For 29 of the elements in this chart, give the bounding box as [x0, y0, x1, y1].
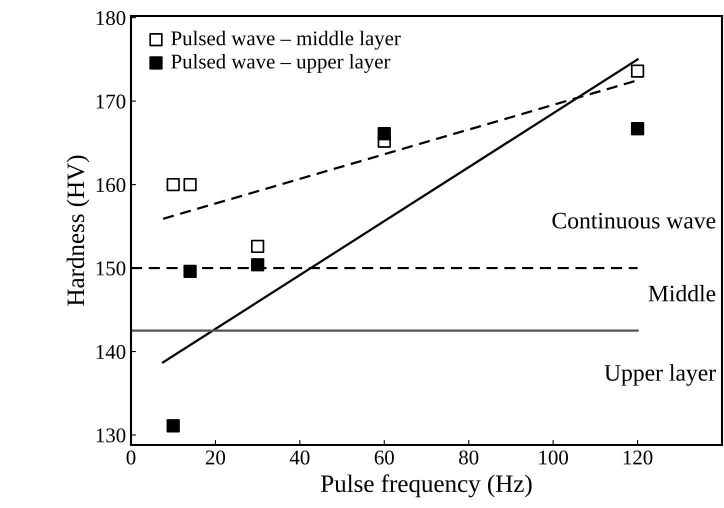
point: [251, 240, 264, 254]
y-tick-label: 130: [96, 428, 126, 442]
x-tick-label: 100: [539, 450, 568, 465]
y-tick-label: 150: [96, 261, 126, 276]
x-tick-label: 120: [624, 450, 652, 465]
y-tick-label: 180: [96, 11, 126, 26]
y-tick-label: 160: [96, 178, 126, 192]
legend-label: Pulsed wave – middle layer: [171, 30, 401, 50]
x-tick-label: 40: [290, 450, 310, 465]
x-tick-label: 60: [374, 450, 394, 465]
point: [251, 258, 264, 272]
point: [630, 64, 644, 78]
y-tick-label: 140: [96, 344, 126, 359]
point: [630, 122, 644, 136]
y-tick-label: 170: [96, 94, 126, 109]
x-tick-label: 80: [459, 450, 478, 465]
annotation: Upper layer: [604, 364, 716, 386]
point: [183, 264, 197, 278]
x-tick-label: 0: [126, 450, 136, 465]
x-axis-title: Pulse frequency (Hz): [321, 474, 532, 498]
point: [378, 127, 391, 140]
point: [166, 419, 180, 432]
point: [183, 178, 197, 192]
x-tick-label: 20: [206, 450, 226, 465]
annotation: Continuous wave: [552, 212, 716, 229]
y-axis-title: Hardness (HV): [66, 156, 90, 306]
legend-label: Pulsed wave – upper layer: [171, 54, 390, 73]
point: [166, 178, 180, 192]
annotation: Middle: [648, 284, 716, 302]
